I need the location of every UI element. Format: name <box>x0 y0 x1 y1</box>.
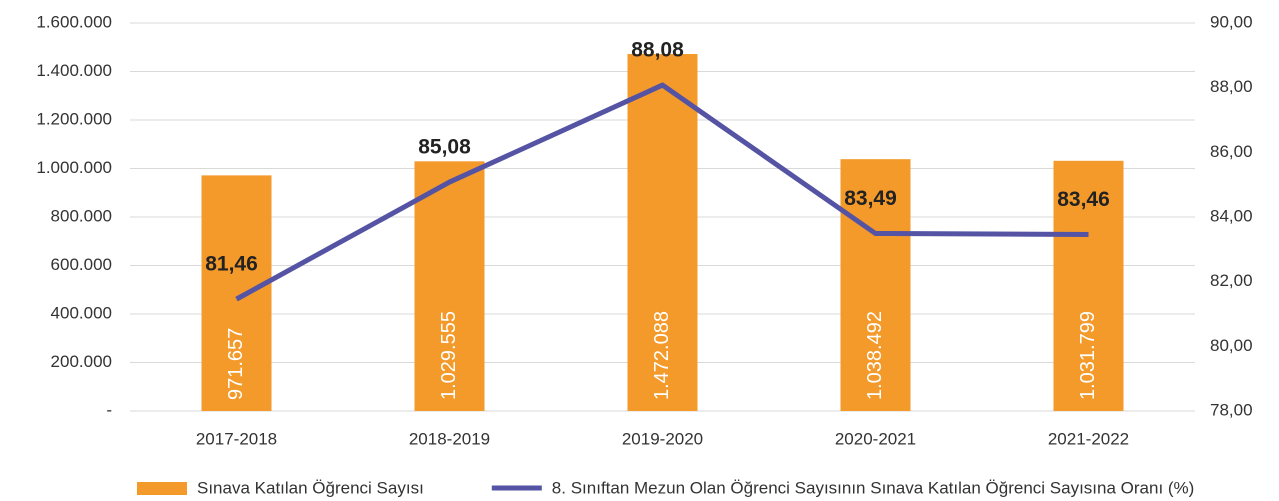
line-value-label: 88,08 <box>631 39 684 62</box>
y2-tick-label: 86,00 <box>1210 142 1253 161</box>
bar-value-label: 1.472.088 <box>651 311 673 400</box>
bar <box>840 159 911 411</box>
y-tick-label: 600.000 <box>51 255 112 274</box>
bar <box>201 175 272 411</box>
bar <box>414 161 485 411</box>
y2-tick-label: 90,00 <box>1210 12 1253 31</box>
line-value-label: 85,08 <box>418 136 471 159</box>
y2-tick-label: 82,00 <box>1210 271 1253 290</box>
x-tick-label: 2021-2022 <box>1048 429 1129 448</box>
legend-swatch <box>137 482 187 495</box>
y-tick-label: 1.600.000 <box>36 12 112 31</box>
x-tick-label: 2019-2020 <box>622 429 703 448</box>
line-value-label: 81,46 <box>205 253 258 276</box>
line-value-label: 83,46 <box>1057 188 1110 211</box>
y-tick-label: 400.000 <box>51 303 112 322</box>
y2-tick-label: 78,00 <box>1210 400 1253 419</box>
legend-label: 8. Sınıftan Mezun Olan Öğrenci Sayısının… <box>552 478 1195 497</box>
legend-label: Sınava Katılan Öğrenci Sayısı <box>197 478 424 497</box>
y-tick-label: - <box>106 400 112 419</box>
y-tick-label: 800.000 <box>51 206 112 225</box>
bar-value-label: 1.031.799 <box>1077 311 1099 400</box>
x-tick-label: 2020-2021 <box>835 429 916 448</box>
line <box>235 82 1089 302</box>
y-tick-label: 200.000 <box>51 352 112 371</box>
line-value-label: 83,49 <box>844 187 897 210</box>
y-tick-label: 1.000.000 <box>36 158 112 177</box>
bar-value-label: 1.038.492 <box>864 311 886 400</box>
bar-value-label: 971.657 <box>225 328 247 400</box>
y2-tick-label: 88,00 <box>1210 77 1253 96</box>
bar <box>1053 160 1124 411</box>
y2-tick-label: 80,00 <box>1210 336 1253 355</box>
x-tick-label: 2018-2019 <box>409 429 490 448</box>
bar <box>627 54 698 411</box>
y-tick-label: 1.200.000 <box>36 109 112 128</box>
x-tick-label: 2017-2018 <box>196 429 277 448</box>
y-tick-label: 1.400.000 <box>36 61 112 80</box>
y2-tick-label: 84,00 <box>1210 206 1253 225</box>
bar-value-label: 1.029.555 <box>438 311 460 400</box>
